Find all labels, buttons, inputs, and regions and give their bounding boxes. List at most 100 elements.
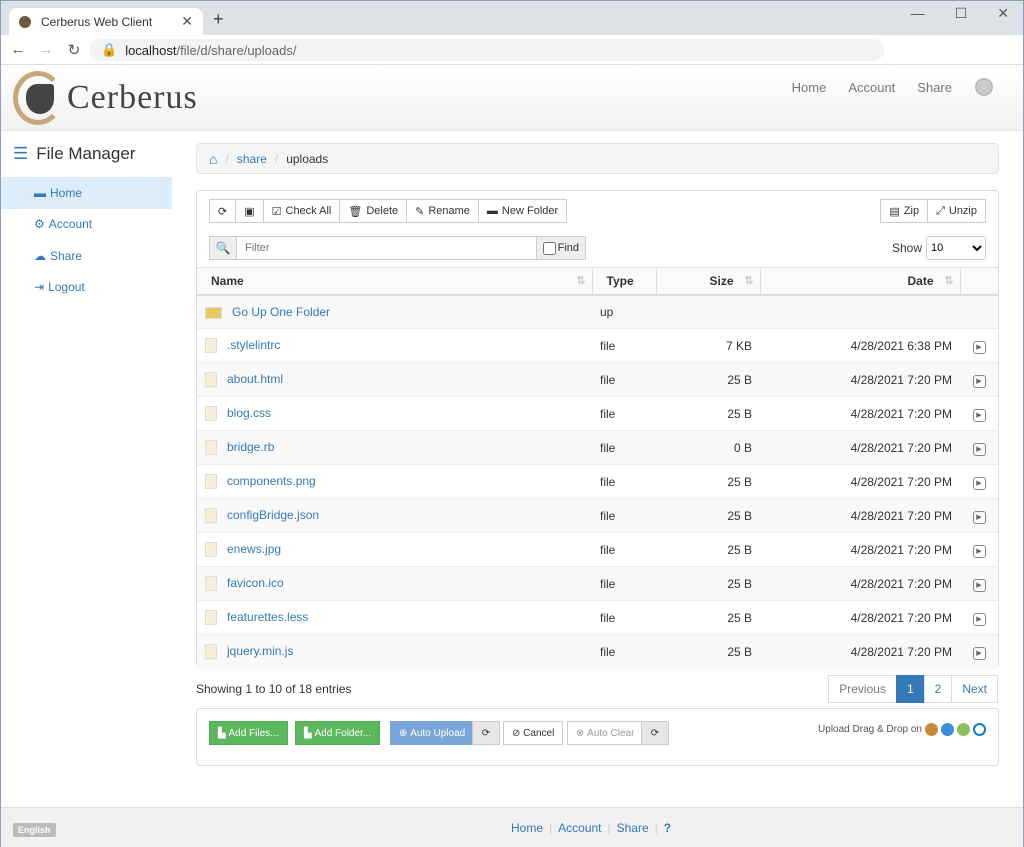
label: Name: [211, 273, 244, 288]
play-icon[interactable]: ▶: [972, 612, 986, 626]
language-badge[interactable]: English: [13, 823, 56, 837]
sidebar: ☰ File Manager ▬ Home ⚙ Account ☁ Share ⇥ Log…: [1, 131, 172, 303]
previous-button[interactable]: Previous: [828, 675, 897, 703]
footer-account[interactable]: Account: [558, 821, 602, 835]
table-row[interactable]: configBridge.json file 25 B 4/28/2021 7:…: [197, 498, 998, 533]
reload-button[interactable]: ↻: [67, 41, 81, 59]
footer-share[interactable]: Share: [616, 821, 649, 835]
browser-tab[interactable]: Cerberus Web Client ✕: [9, 8, 203, 35]
page-size-select[interactable]: 10: [926, 236, 986, 260]
sidebar-item-share[interactable]: ☁ Share: [1, 240, 172, 272]
file-name-link[interactable]: Go Up One Folder: [232, 304, 331, 319]
favicon-icon: [19, 15, 31, 28]
label: Add Files...: [228, 727, 279, 739]
file-icon: [205, 576, 217, 592]
breadcrumb-share[interactable]: share: [236, 151, 267, 166]
delete-button[interactable]: 🗑 Delete: [339, 199, 408, 223]
breadcrumb-current: uploads: [286, 151, 329, 166]
home-icon[interactable]: ⌂: [209, 150, 218, 167]
url-path: /file/d/share/uploads/: [176, 42, 297, 58]
file-name-link[interactable]: components.png: [227, 473, 316, 488]
table-row[interactable]: featurettes.less file 25 B 4/28/2021 7:2…: [197, 600, 998, 635]
file-type: file: [592, 328, 656, 363]
table-row[interactable]: about.html file 25 B 4/28/2021 7:20 PM ▶: [197, 362, 998, 397]
play-icon[interactable]: ▶: [972, 476, 986, 490]
sidebar-item-home[interactable]: ▬ Home: [1, 177, 172, 209]
col-name[interactable]: Name ⇅: [197, 267, 593, 296]
file-name-link[interactable]: blog.css: [227, 405, 272, 420]
file-name-link[interactable]: featurettes.less: [227, 609, 309, 624]
refresh-button[interactable]: ⟳: [209, 199, 237, 223]
auto-clear-button[interactable]: ⊗ Auto Clear: [567, 721, 644, 745]
file-name-link[interactable]: jquery.min.js: [227, 644, 294, 659]
table-row[interactable]: Go Up One Folder up: [197, 294, 998, 329]
play-icon[interactable]: ▶: [972, 578, 986, 592]
cancel-button[interactable]: ⊘ Cancel: [503, 721, 564, 745]
play-icon[interactable]: ▶: [972, 442, 986, 456]
minimize-button[interactable]: —: [910, 5, 925, 21]
label: Type: [606, 273, 634, 288]
nav-home[interactable]: Home: [791, 79, 827, 95]
play-icon[interactable]: ▶: [972, 510, 986, 524]
auto-upload-button[interactable]: ⊕ Auto Upload: [390, 721, 475, 745]
file-name-link[interactable]: about.html: [227, 371, 284, 386]
add-files-button[interactable]: ▙ Add Files...: [209, 721, 288, 745]
file-size: 25 B: [656, 396, 760, 431]
file-type: file: [592, 396, 656, 431]
zip-button[interactable]: ▤ Zip: [880, 199, 929, 223]
back-button[interactable]: ←: [10, 41, 26, 58]
footer-home[interactable]: Home: [511, 821, 544, 835]
filter-input[interactable]: [237, 236, 537, 260]
file-name-link[interactable]: bridge.rb: [227, 439, 275, 454]
nav-account[interactable]: Account: [848, 79, 896, 95]
play-icon[interactable]: ▶: [972, 340, 986, 354]
forward-button[interactable]: →: [38, 41, 54, 58]
file-type: file: [592, 634, 656, 669]
play-icon[interactable]: ▶: [972, 544, 986, 558]
page-2[interactable]: 2: [923, 675, 953, 703]
url-field[interactable]: 🔒 localhost/file/d/share/uploads/: [89, 39, 884, 61]
nav-share[interactable]: Share: [917, 79, 952, 95]
thumbnails-button[interactable]: ▣: [235, 199, 264, 223]
file-name-link[interactable]: favicon.ico: [227, 575, 284, 590]
next-button[interactable]: Next: [951, 675, 998, 703]
auto-clear-toggle[interactable]: ⟳: [641, 721, 669, 745]
maximize-button[interactable]: ☐: [954, 5, 968, 21]
close-tab-icon[interactable]: ✕: [181, 13, 193, 29]
file-size: 25 B: [656, 532, 760, 567]
new-tab-button[interactable]: +: [213, 9, 224, 29]
logo[interactable]: Cerberus: [13, 71, 198, 125]
play-icon[interactable]: ▶: [972, 374, 986, 388]
rename-button[interactable]: ✎ Rename: [406, 199, 479, 223]
close-window-button[interactable]: ✕: [997, 5, 1009, 21]
col-type[interactable]: Type: [592, 267, 657, 296]
file-name-link[interactable]: enews.jpg: [227, 541, 282, 556]
help-icon[interactable]: ?: [663, 821, 672, 835]
table-row[interactable]: blog.css file 25 B 4/28/2021 7:20 PM ▶: [197, 396, 998, 431]
play-icon[interactable]: ▶: [972, 408, 986, 422]
table-row[interactable]: enews.jpg file 25 B 4/28/2021 7:20 PM ▶: [197, 532, 998, 567]
table-row[interactable]: favicon.ico file 25 B 4/28/2021 7:20 PM …: [197, 566, 998, 601]
play-icon[interactable]: ▶: [972, 646, 986, 660]
page-1[interactable]: 1: [895, 675, 925, 703]
sidebar-item-logout[interactable]: ⇥ Logout: [1, 272, 172, 304]
unzip-button[interactable]: ⤢ Unzip: [927, 199, 986, 223]
col-date[interactable]: Date ⇅: [760, 267, 961, 296]
add-folder-button[interactable]: ▙ Add Folder...: [295, 721, 381, 745]
col-size[interactable]: Size ⇅: [656, 267, 761, 296]
new-folder-button[interactable]: ▬ New Folder: [477, 199, 568, 223]
file-name-link[interactable]: configBridge.json: [227, 507, 320, 522]
table-row[interactable]: bridge.rb file 0 B 4/28/2021 7:20 PM ▶: [197, 430, 998, 465]
table-row[interactable]: jquery.min.js file 25 B 4/28/2021 7:20 P…: [197, 634, 998, 669]
table-row[interactable]: .stylelintrc file 7 KB 4/28/2021 6:38 PM…: [197, 328, 998, 363]
check-all-button[interactable]: ☑ Check All: [262, 199, 341, 223]
find-checkbox[interactable]: Find: [536, 236, 586, 260]
table-row[interactable]: components.png file 25 B 4/28/2021 7:20 …: [197, 464, 998, 499]
expand-icon: ⤢: [936, 204, 945, 217]
auto-upload-toggle[interactable]: ⟳: [472, 721, 500, 745]
file-name-link[interactable]: .stylelintrc: [227, 337, 281, 352]
file-type: file: [592, 532, 656, 567]
sidebar-item-account[interactable]: ⚙ Account: [1, 209, 172, 241]
find-check[interactable]: [542, 241, 556, 255]
avatar[interactable]: [975, 78, 993, 96]
